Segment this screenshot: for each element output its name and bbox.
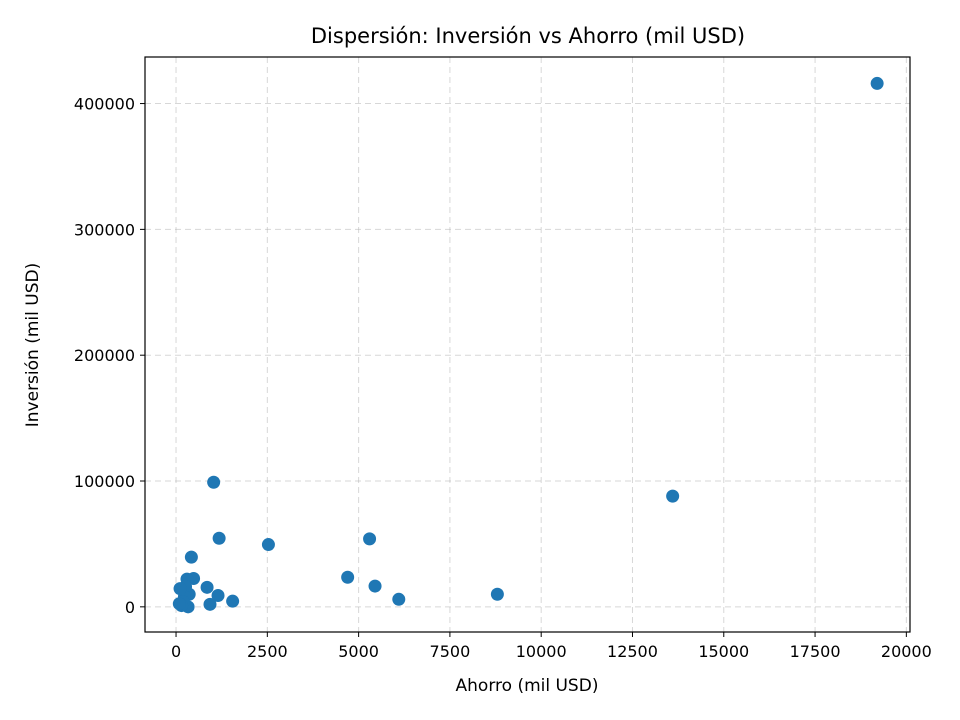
scatter-point	[207, 475, 221, 489]
scatter-point	[368, 579, 382, 593]
x-tick-label: 10000	[516, 642, 567, 661]
y-tick-label: 300000	[74, 220, 135, 239]
x-tick-label: 17500	[790, 642, 841, 661]
scatter-point	[200, 580, 214, 594]
y-tick-label: 0	[125, 598, 135, 617]
x-axis-label: Ahorro (mil USD)	[456, 676, 599, 696]
y-axis-label: Inversión (mil USD)	[23, 263, 43, 427]
x-tick-label: 5000	[338, 642, 379, 661]
scatter-point	[490, 587, 504, 601]
x-tick-label: 2500	[247, 642, 288, 661]
x-tick-label: 15000	[698, 642, 749, 661]
scatter-point	[226, 594, 240, 608]
scatter-point	[666, 489, 680, 503]
chart-title: Dispersión: Inversión vs Ahorro (mil USD…	[311, 24, 745, 48]
scatter-point	[173, 582, 187, 596]
scatter-point	[211, 589, 225, 603]
scatter-point	[203, 597, 217, 611]
x-tick-label: 12500	[607, 642, 658, 661]
scatter-point	[172, 597, 186, 611]
scatter-point	[341, 570, 355, 584]
x-tick-label: 20000	[881, 642, 932, 661]
grid	[145, 57, 910, 632]
scatter-point	[363, 532, 377, 546]
scatter-point	[184, 550, 198, 564]
axis-ticks: 0 2500 5000 7500 10000 12500 15000 17500 2000001…	[74, 95, 932, 661]
scatter-point	[261, 538, 275, 552]
scatter-point	[870, 76, 884, 90]
y-tick-label: 200000	[74, 346, 135, 365]
y-tick-label: 100000	[74, 472, 135, 491]
y-tick-label: 400000	[74, 95, 135, 114]
plot-frame	[144, 56, 911, 633]
x-tick-label: 7500	[430, 642, 471, 661]
data-points	[172, 76, 884, 614]
x-tick-label: 0	[171, 642, 181, 661]
scatter-point	[212, 531, 226, 545]
scatter-point	[392, 592, 406, 606]
